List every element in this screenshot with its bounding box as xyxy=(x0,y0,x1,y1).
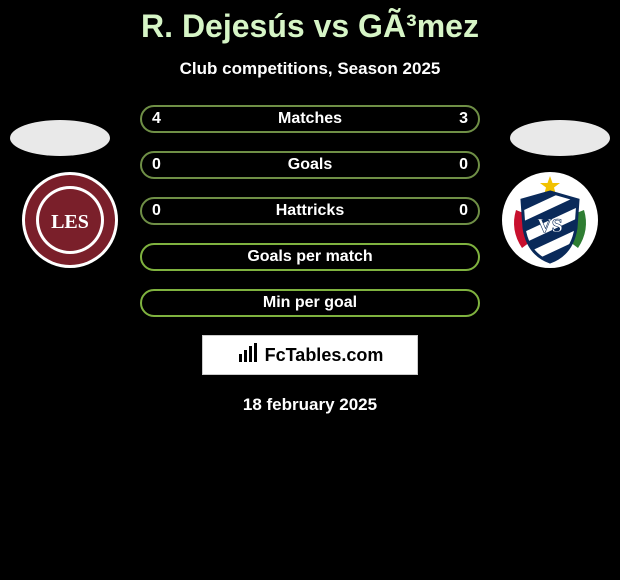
stat-value-right: 0 xyxy=(459,156,468,174)
club-crest-left: LES xyxy=(20,170,120,270)
watermark-text: FcTables.com xyxy=(265,345,384,366)
footer-date: 18 february 2025 xyxy=(0,395,620,415)
stat-label: Goals xyxy=(288,156,332,174)
stat-row-goals-per-match: Goals per match xyxy=(140,243,480,271)
stat-value-right: 0 xyxy=(459,202,468,220)
stat-row-min-per-goal: Min per goal xyxy=(140,289,480,317)
stat-value-left: 0 xyxy=(152,156,161,174)
svg-text:VS: VS xyxy=(537,215,563,237)
chart-bars-icon xyxy=(237,342,259,369)
stat-row-goals: 0 Goals 0 xyxy=(140,151,480,179)
club-crest-right: VS xyxy=(500,170,600,270)
page-subtitle: Club competitions, Season 2025 xyxy=(0,59,620,79)
stat-value-right: 3 xyxy=(459,110,468,128)
watermark: FcTables.com xyxy=(202,335,418,375)
stat-value-left: 0 xyxy=(152,202,161,220)
stat-row-hattricks: 0 Hattricks 0 xyxy=(140,197,480,225)
svg-text:LES: LES xyxy=(51,211,89,233)
player-photo-left xyxy=(10,120,110,156)
player-photo-right xyxy=(510,120,610,156)
stat-label: Goals per match xyxy=(247,248,372,266)
stat-label: Hattricks xyxy=(276,202,344,220)
stat-value-left: 4 xyxy=(152,110,161,128)
page-title: R. Dejesús vs GÃ³mez xyxy=(0,0,620,45)
stat-label: Min per goal xyxy=(263,294,357,312)
stat-label: Matches xyxy=(278,110,342,128)
stat-row-matches: 4 Matches 3 xyxy=(140,105,480,133)
stat-rows: 4 Matches 3 0 Goals 0 0 Hattricks 0 Goal… xyxy=(140,105,480,317)
